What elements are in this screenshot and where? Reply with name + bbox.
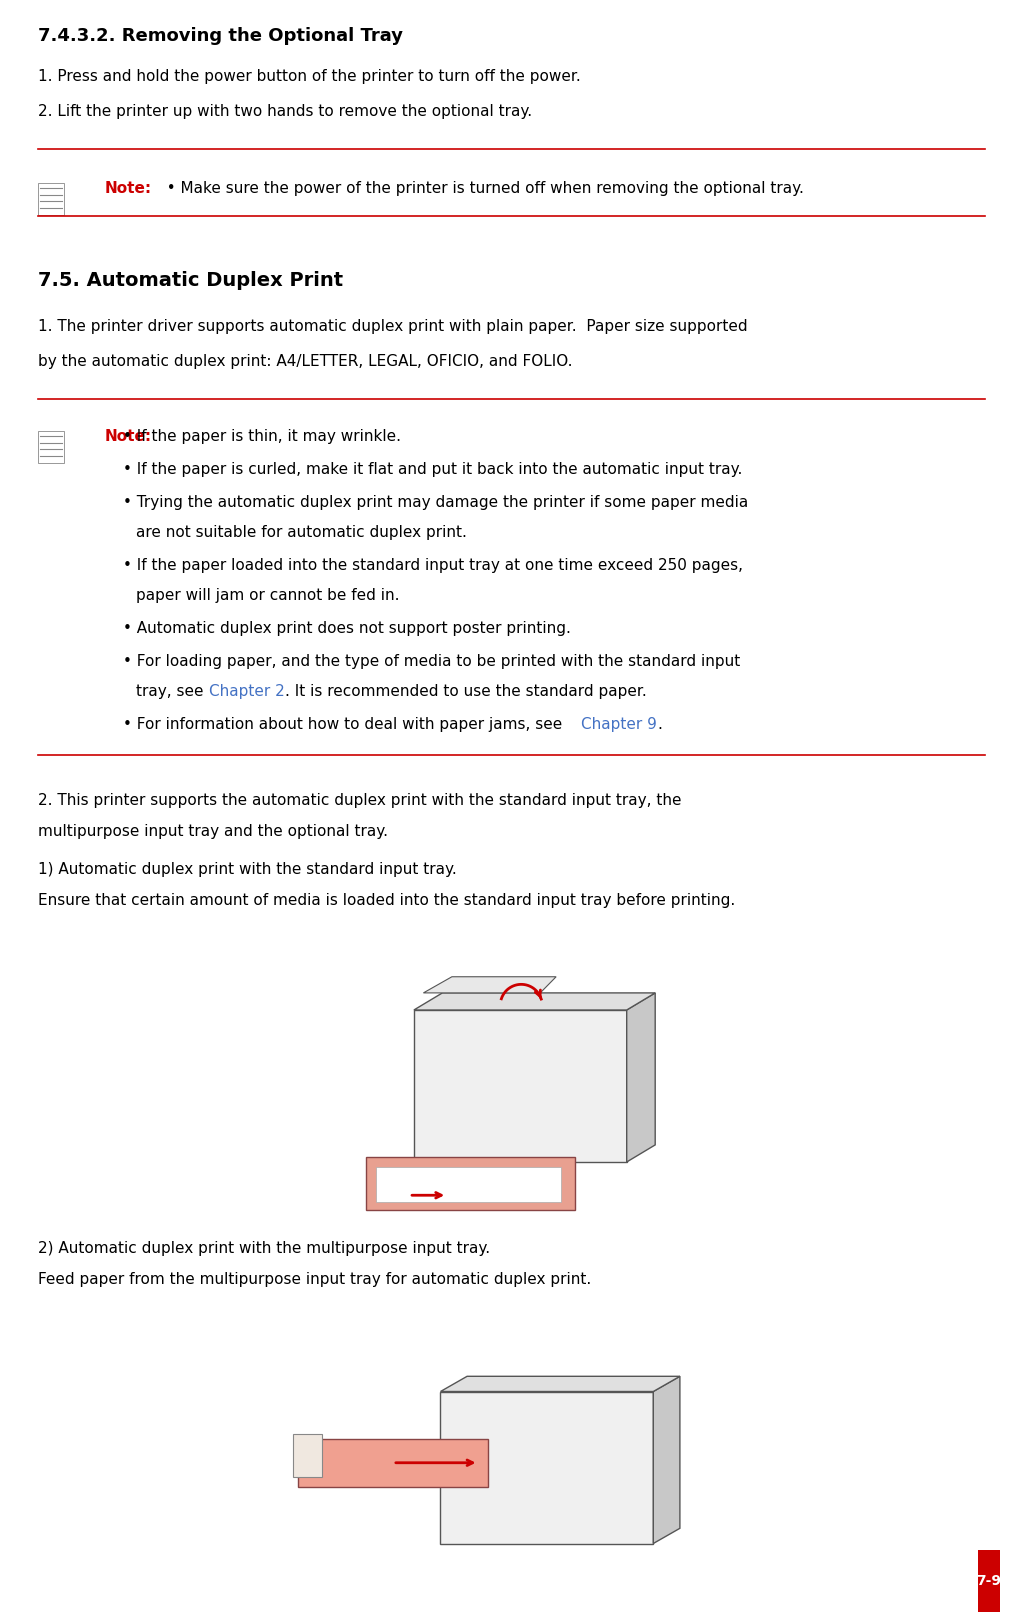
- Text: 2. Lift the printer up with two hands to remove the optional tray.: 2. Lift the printer up with two hands to…: [38, 105, 532, 119]
- Text: are not suitable for automatic duplex print.: are not suitable for automatic duplex pr…: [136, 526, 466, 540]
- FancyBboxPatch shape: [366, 1157, 575, 1209]
- FancyBboxPatch shape: [414, 1011, 627, 1162]
- Text: paper will jam or cannot be fed in.: paper will jam or cannot be fed in.: [136, 588, 400, 603]
- Text: . It is recommended to use the standard paper.: . It is recommended to use the standard …: [285, 683, 647, 700]
- Bar: [38, 184, 64, 214]
- FancyBboxPatch shape: [376, 1167, 561, 1203]
- Text: tray, see: tray, see: [136, 683, 208, 700]
- Polygon shape: [293, 1435, 321, 1477]
- Polygon shape: [298, 1440, 488, 1486]
- Polygon shape: [414, 993, 655, 1011]
- Text: Chapter 2: Chapter 2: [209, 683, 285, 700]
- Polygon shape: [440, 1377, 680, 1391]
- Text: • For loading paper, and the type of media to be printed with the standard input: • For loading paper, and the type of med…: [123, 654, 740, 669]
- Bar: [38, 430, 64, 463]
- Text: 2. This printer supports the automatic duplex print with the standard input tray: 2. This printer supports the automatic d…: [38, 793, 681, 808]
- Text: • Trying the automatic duplex print may damage the printer if some paper media: • Trying the automatic duplex print may …: [123, 495, 748, 509]
- Text: 7.4.3.2. Removing the Optional Tray: 7.4.3.2. Removing the Optional Tray: [38, 27, 403, 45]
- Polygon shape: [424, 977, 556, 993]
- Text: by the automatic duplex print: A4/LETTER, LEGAL, OFICIO, and FOLIO.: by the automatic duplex print: A4/LETTER…: [38, 355, 573, 369]
- Text: • Make sure the power of the printer is turned off when removing the optional tr: • Make sure the power of the printer is …: [157, 181, 804, 197]
- Polygon shape: [627, 993, 655, 1162]
- Text: • If the paper loaded into the standard input tray at one time exceed 250 pages,: • If the paper loaded into the standard …: [123, 558, 743, 572]
- Text: 2) Automatic duplex print with the multipurpose input tray.: 2) Automatic duplex print with the multi…: [38, 1241, 490, 1256]
- Text: 7-9: 7-9: [976, 1573, 1002, 1588]
- Text: 7.5. Automatic Duplex Print: 7.5. Automatic Duplex Print: [38, 271, 343, 290]
- Text: • If the paper is thin, it may wrinkle.: • If the paper is thin, it may wrinkle.: [123, 429, 401, 443]
- Text: 1. The printer driver supports automatic duplex print with plain paper.  Paper s: 1. The printer driver supports automatic…: [38, 319, 747, 334]
- FancyBboxPatch shape: [440, 1391, 653, 1544]
- Text: Feed paper from the multipurpose input tray for automatic duplex print.: Feed paper from the multipurpose input t…: [38, 1272, 591, 1286]
- Bar: [977, 1551, 1000, 1612]
- Polygon shape: [653, 1377, 680, 1544]
- Text: Ensure that certain amount of media is loaded into the standard input tray befor: Ensure that certain amount of media is l…: [38, 893, 735, 908]
- Text: Note:: Note:: [105, 181, 152, 197]
- Text: Chapter 9: Chapter 9: [581, 717, 657, 732]
- Text: • For information about how to deal with paper jams, see: • For information about how to deal with…: [123, 717, 567, 732]
- Text: 1. Press and hold the power button of the printer to turn off the power.: 1. Press and hold the power button of th…: [38, 69, 581, 84]
- Text: 1) Automatic duplex print with the standard input tray.: 1) Automatic duplex print with the stand…: [38, 862, 456, 877]
- Text: multipurpose input tray and the optional tray.: multipurpose input tray and the optional…: [38, 824, 388, 838]
- Text: • Automatic duplex print does not support poster printing.: • Automatic duplex print does not suppor…: [123, 621, 571, 637]
- Text: • If the paper is curled, make it flat and put it back into the automatic input : • If the paper is curled, make it flat a…: [123, 463, 742, 477]
- Text: Note:: Note:: [105, 429, 152, 443]
- Text: .: .: [657, 717, 662, 732]
